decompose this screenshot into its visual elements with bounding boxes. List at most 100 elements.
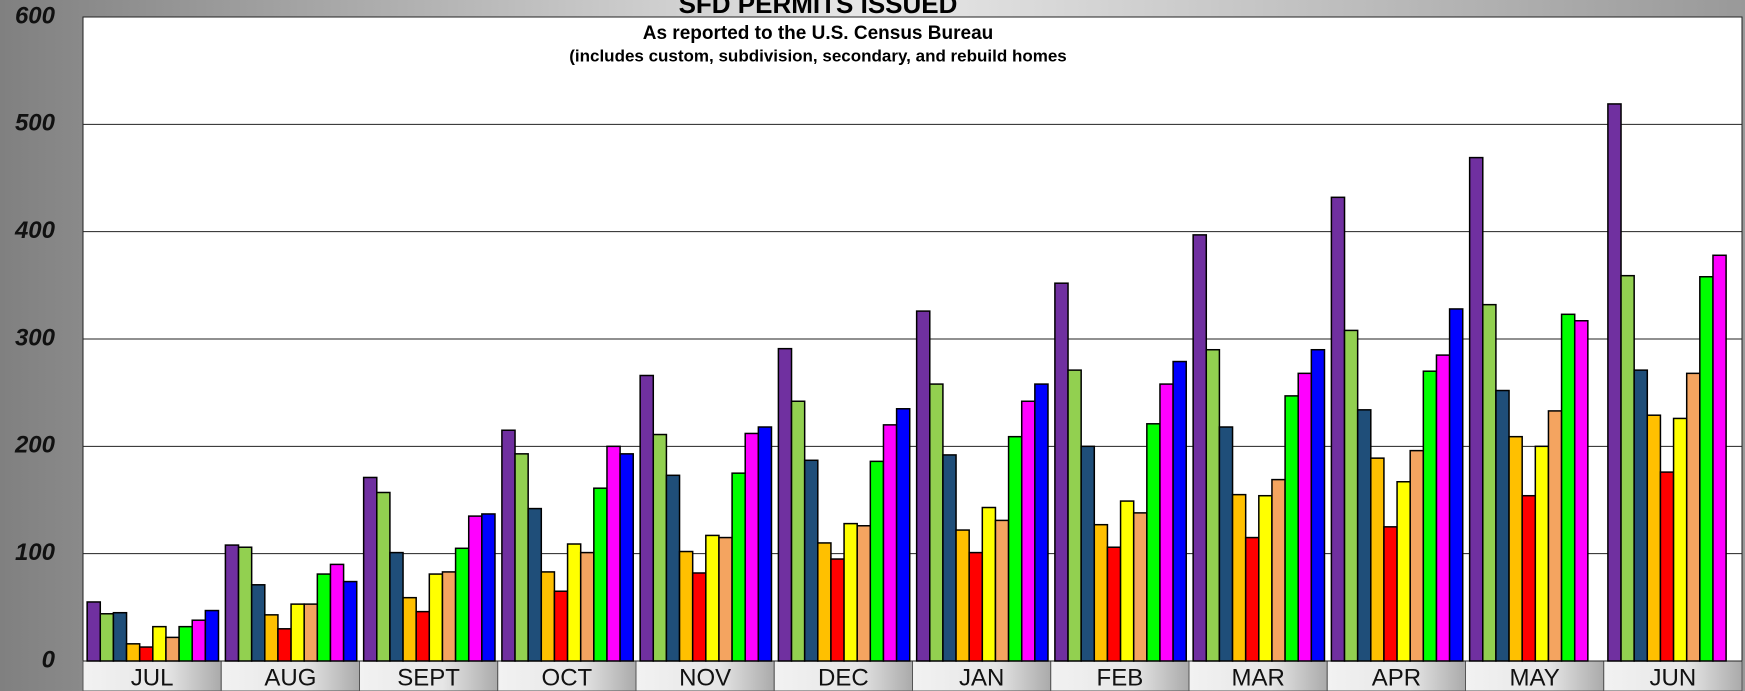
y-tick-label: 400 (14, 217, 56, 244)
bar (514, 453, 529, 662)
bar (1468, 156, 1484, 662)
bar (619, 453, 634, 662)
bar (237, 546, 253, 662)
bar (553, 590, 569, 662)
category-cell (1603, 660, 1743, 691)
bar (843, 522, 858, 662)
bar (1258, 494, 1273, 662)
bar (1521, 494, 1537, 662)
bar (1356, 409, 1372, 662)
bar (606, 445, 621, 662)
bar (1054, 282, 1069, 662)
y-tick-label: 0 (42, 646, 56, 673)
bar (1007, 435, 1023, 662)
bar (994, 519, 1010, 662)
bar (1685, 372, 1701, 662)
bar (895, 408, 911, 662)
bar (1573, 320, 1589, 662)
bar (1422, 370, 1438, 662)
bar (1659, 471, 1675, 662)
bar (639, 374, 655, 662)
bar (402, 596, 417, 662)
category-cell (1188, 660, 1328, 691)
bar (678, 550, 694, 662)
x-tick-label: SEPT (397, 664, 460, 691)
bar (955, 529, 970, 662)
bar (501, 429, 516, 662)
bar (191, 619, 207, 662)
bar (415, 610, 431, 662)
bar (817, 542, 832, 662)
bar (1448, 308, 1464, 662)
bar (1310, 348, 1326, 662)
bar (777, 347, 793, 662)
bar (178, 625, 193, 662)
bar (1547, 410, 1563, 662)
x-tick-label: FEB (1097, 664, 1144, 691)
bar (1218, 426, 1234, 662)
bar (1067, 369, 1082, 662)
x-tick-label: JUL (131, 664, 174, 691)
category-cell (220, 660, 360, 691)
bar (376, 491, 391, 662)
bar (915, 310, 931, 662)
x-tick-label: JUN (1650, 664, 1697, 691)
bar (389, 551, 404, 662)
bar (1192, 234, 1208, 662)
subtitle: (includes custom, subdivision, secondary… (569, 46, 1067, 65)
bar (652, 433, 668, 662)
bar (691, 572, 707, 662)
bar (1383, 526, 1398, 662)
bar (481, 513, 496, 662)
bar (428, 573, 444, 662)
bar (329, 563, 345, 662)
bar (316, 573, 332, 662)
bar (264, 614, 279, 662)
bar (566, 543, 582, 662)
bar (454, 547, 470, 662)
bar (125, 643, 141, 662)
bar (1409, 449, 1425, 662)
bar (99, 613, 115, 662)
bar (1231, 493, 1247, 662)
bar (869, 460, 885, 662)
x-tick-label: AUG (264, 664, 316, 691)
bar (1396, 481, 1411, 662)
bar (1119, 500, 1135, 662)
bar (1370, 457, 1385, 662)
x-tick-label: NOV (679, 664, 731, 691)
bar (303, 603, 319, 662)
bar (86, 601, 102, 662)
y-tick-label: 100 (15, 539, 56, 566)
bar (1482, 303, 1497, 662)
bar (204, 609, 220, 662)
bar (362, 476, 378, 662)
bar (929, 383, 944, 662)
bar (968, 551, 984, 662)
bar (1712, 254, 1727, 662)
bar (1607, 103, 1622, 662)
x-tick-label: MAR (1231, 664, 1284, 691)
bar (1495, 389, 1510, 662)
bar (705, 534, 720, 662)
bar (1343, 329, 1359, 662)
bar (790, 400, 806, 662)
x-tick-label: MAY (1510, 664, 1560, 691)
bar (1034, 383, 1049, 662)
bar (1132, 512, 1148, 662)
bar (441, 571, 457, 662)
bar (1672, 417, 1688, 662)
x-tick-label: JAN (959, 664, 1004, 691)
bar (981, 506, 997, 662)
bar (731, 472, 746, 662)
bar (224, 544, 240, 662)
bar (744, 432, 760, 662)
bar (1106, 546, 1122, 662)
bar (1244, 536, 1260, 662)
bar (593, 487, 608, 662)
bar (830, 558, 845, 662)
bar (527, 507, 543, 662)
y-tick-label: 500 (15, 110, 56, 137)
bar (165, 636, 180, 662)
